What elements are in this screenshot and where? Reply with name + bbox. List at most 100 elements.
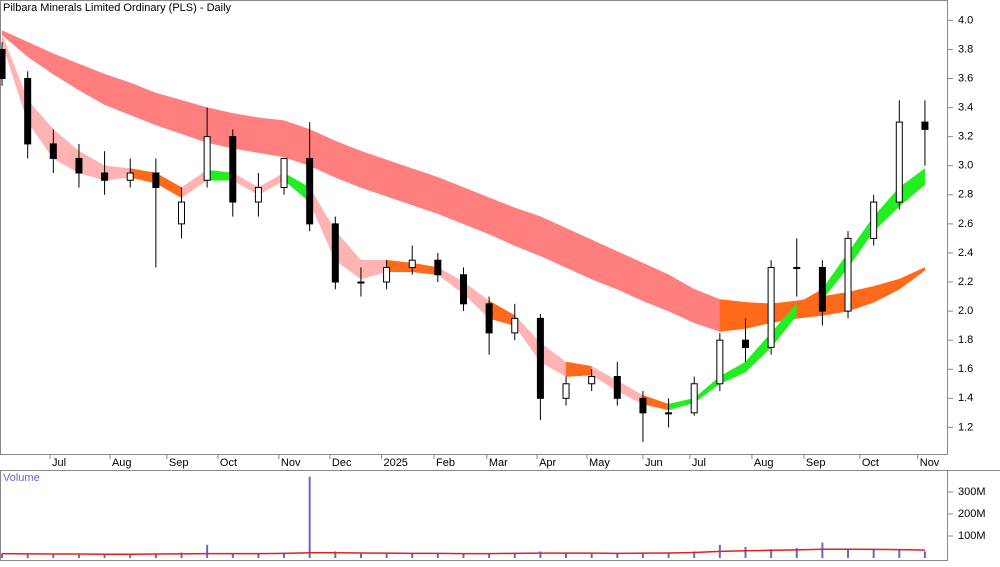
candle-body bbox=[741, 339, 749, 348]
volume-bar bbox=[206, 544, 209, 558]
y-tick-label: 3.4 bbox=[958, 101, 973, 113]
volume-bar bbox=[77, 554, 80, 558]
x-tick-label: Jul bbox=[692, 457, 706, 469]
y-tick-label: 3.6 bbox=[958, 72, 973, 84]
candle-body bbox=[280, 157, 288, 189]
volume-bar bbox=[257, 553, 260, 558]
candle-body bbox=[690, 383, 698, 414]
x-tick-label: Sep bbox=[806, 457, 826, 469]
x-tick-label: Aug bbox=[754, 457, 774, 469]
x-tick-label: Nov bbox=[920, 457, 940, 469]
x-tick-label: Dec bbox=[332, 457, 352, 469]
ribbon-segment bbox=[899, 267, 926, 290]
ribbon-segment bbox=[719, 299, 746, 332]
volume-average bbox=[2, 548, 925, 556]
volume-bar bbox=[539, 551, 542, 558]
candle-body bbox=[870, 201, 878, 239]
candle-body bbox=[895, 121, 903, 203]
plot: 1.2 1.4 1.6 1.8 2.0 2.2 2.4 2.6 2.8 3.0 3.2 3.4 3.6 3… bbox=[0, 14, 986, 558]
x-tick-label: Jul bbox=[52, 457, 66, 469]
candle-body bbox=[49, 143, 57, 159]
candle-body bbox=[357, 281, 365, 284]
candle-body bbox=[639, 397, 647, 414]
y-tick-label: 1.6 bbox=[958, 363, 973, 375]
volume-bar bbox=[821, 542, 824, 558]
x-tick-label: Feb bbox=[436, 457, 455, 469]
candle-body bbox=[665, 412, 673, 415]
ribbon-segment bbox=[232, 113, 259, 153]
x-tick-label: Oct bbox=[862, 457, 879, 469]
x-tick-label: Sep bbox=[169, 457, 189, 469]
y-tick-label: 3.2 bbox=[958, 131, 973, 143]
candle-body bbox=[562, 383, 570, 399]
candle-body bbox=[126, 172, 134, 181]
candle-body bbox=[0, 48, 6, 79]
y-tick-label: 300M bbox=[958, 486, 986, 498]
candle-body bbox=[767, 266, 775, 348]
volume-bar bbox=[616, 553, 619, 558]
volume-bar bbox=[923, 551, 926, 558]
candle-body bbox=[588, 376, 596, 385]
candle-body bbox=[306, 157, 314, 225]
candle-body bbox=[408, 259, 416, 268]
candle-body bbox=[152, 172, 160, 189]
x-tick-label: Aug bbox=[112, 457, 132, 469]
y-tick-label: 1.8 bbox=[958, 334, 973, 346]
x-tick-label: Mar bbox=[489, 457, 508, 469]
volume-bar bbox=[308, 476, 311, 558]
candle-body bbox=[177, 201, 185, 225]
candle-body bbox=[331, 223, 339, 283]
x-tick-label: Jun bbox=[645, 457, 663, 469]
volume-bar bbox=[129, 554, 132, 558]
x-tick-label: May bbox=[589, 457, 610, 469]
volume-bar bbox=[180, 552, 183, 558]
y-tick-label: 2.2 bbox=[958, 276, 973, 288]
candle-body bbox=[459, 274, 467, 305]
candle-body bbox=[613, 376, 621, 399]
candle-body bbox=[921, 121, 929, 130]
candle-body bbox=[716, 339, 724, 385]
volume-bar bbox=[667, 552, 670, 558]
volume-bar bbox=[359, 553, 362, 558]
volume-bar bbox=[898, 549, 901, 558]
candle-body bbox=[793, 266, 801, 269]
volume-bar bbox=[436, 553, 439, 558]
volume-bar bbox=[847, 549, 850, 558]
volume-bar bbox=[872, 549, 875, 558]
volume-bar bbox=[334, 551, 337, 558]
candle-body bbox=[101, 172, 109, 181]
volume-bar bbox=[693, 551, 696, 558]
volume-bar bbox=[52, 554, 55, 558]
y-tick-label: 2.4 bbox=[958, 247, 973, 259]
y-tick-label: 2.0 bbox=[958, 305, 973, 317]
candle-body bbox=[75, 157, 83, 174]
volume-bar bbox=[488, 553, 491, 558]
volume-bar bbox=[26, 554, 29, 558]
volume-bar bbox=[744, 547, 747, 558]
candle-body bbox=[844, 237, 852, 312]
volume-bar bbox=[565, 553, 568, 558]
y-tick-label: 3.0 bbox=[958, 160, 973, 172]
x-tick-label: Oct bbox=[220, 457, 237, 469]
candle-body bbox=[383, 266, 391, 283]
x-tick-label: Apr bbox=[539, 457, 556, 469]
y-tick-label: 2.8 bbox=[958, 189, 973, 201]
volume-title: Volume bbox=[3, 472, 40, 484]
volume-bar bbox=[103, 554, 106, 558]
ribbon-segment bbox=[822, 291, 849, 316]
y-tick-label: 4.0 bbox=[958, 14, 973, 26]
ribbon-segment bbox=[258, 117, 285, 158]
volume-bar bbox=[770, 549, 773, 558]
y-tick-label: 1.4 bbox=[958, 392, 973, 404]
volume-bar bbox=[231, 553, 234, 558]
ribbon-segment bbox=[206, 107, 234, 149]
candle-body bbox=[536, 317, 544, 399]
candle-body bbox=[511, 317, 519, 334]
volume-bar bbox=[385, 553, 388, 558]
volume-bar bbox=[590, 553, 593, 558]
y-tick-label: 3.8 bbox=[958, 43, 973, 55]
candle-body bbox=[818, 266, 826, 312]
chart-title: Pilbara Minerals Limited Ordinary (PLS) … bbox=[3, 2, 232, 14]
volume-bar bbox=[462, 553, 465, 558]
